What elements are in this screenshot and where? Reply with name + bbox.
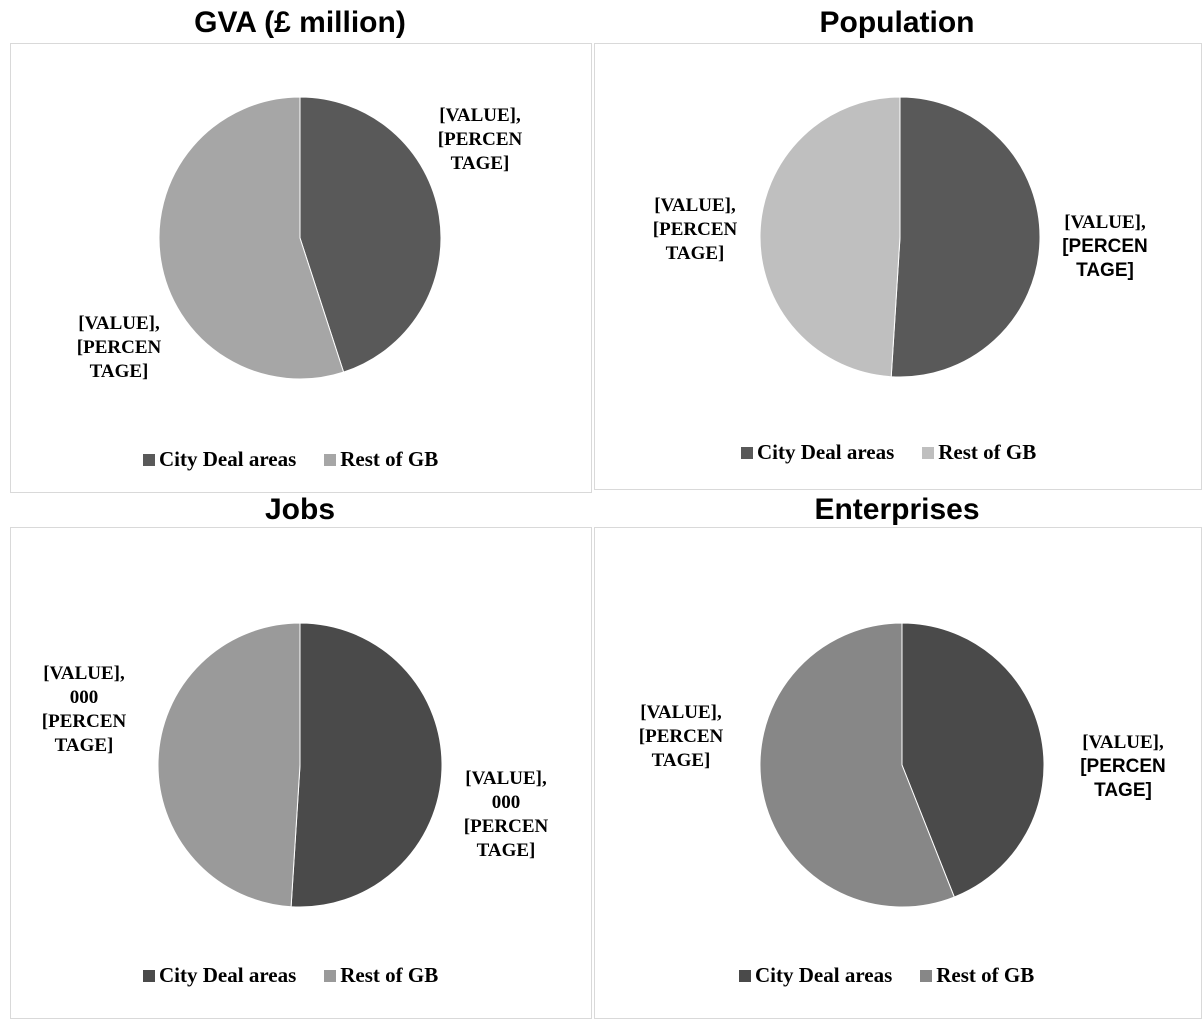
legend-label-city-deal: City Deal areas xyxy=(159,963,297,987)
legend-population: City Deal areas Rest of GB xyxy=(741,440,1036,465)
legend-item-rest-gb: Rest of GB xyxy=(920,963,1034,988)
legend-label-rest-gb: Rest of GB xyxy=(340,963,439,987)
label-line: [VALUE], xyxy=(439,105,521,126)
legend-swatch-rest-gb xyxy=(920,969,933,982)
label-line: [VALUE], xyxy=(78,313,160,334)
legend-gva: City Deal areas Rest of GB xyxy=(143,447,438,472)
label-line: [VALUE], xyxy=(1082,732,1164,753)
label-line: TAGE] xyxy=(54,735,114,756)
label-line: TAGE] xyxy=(450,153,510,174)
legend-swatch-city-deal xyxy=(739,969,751,982)
data-label-city-deal-population: [VALUE], [PERCEN TAGE] xyxy=(1050,211,1160,283)
label-line: [VALUE], xyxy=(465,768,547,789)
label-line: [VALUE], xyxy=(654,195,736,216)
legend-item-city-deal: City Deal areas xyxy=(143,963,296,988)
label-line: [VALUE], xyxy=(1064,212,1146,233)
label-line: [PERCEN xyxy=(437,129,523,150)
legend-label-rest-gb: Rest of GB xyxy=(936,963,1035,987)
pie-slice-rest-of-gb xyxy=(157,622,301,908)
legend-label-rest-gb: Rest of GB xyxy=(938,440,1037,464)
legend-jobs: City Deal areas Rest of GB xyxy=(143,963,438,988)
chart-title-gva: GVA (£ million) xyxy=(194,6,406,39)
pie-slice-city-deal-areas xyxy=(890,96,1041,378)
label-line: [VALUE], xyxy=(43,663,125,684)
label-line: [VALUE], xyxy=(640,702,722,723)
data-label-city-deal-enterprises: [VALUE], [PERCEN TAGE] xyxy=(1068,731,1178,803)
label-line: TAGE] xyxy=(651,750,711,771)
legend-swatch-rest-gb xyxy=(324,453,337,466)
chart-title-jobs: Jobs xyxy=(264,493,336,526)
legend-swatch-city-deal xyxy=(741,446,753,459)
legend-swatch-rest-gb xyxy=(922,446,935,459)
pie-slice-city-deal-areas xyxy=(901,622,1045,898)
legend-label-city-deal: City Deal areas xyxy=(757,440,895,464)
label-line: [PERCEN xyxy=(1080,756,1166,777)
legend-label-rest-gb: Rest of GB xyxy=(340,447,439,471)
legend-enterprises: City Deal areas Rest of GB xyxy=(739,963,1034,988)
legend-item-rest-gb: Rest of GB xyxy=(324,447,438,472)
legend-item-city-deal: City Deal areas xyxy=(741,440,894,465)
label-line: [PERCEN xyxy=(76,337,162,358)
label-line: TAGE] xyxy=(476,840,536,861)
label-line: TAGE] xyxy=(1094,780,1152,801)
legend-swatch-city-deal xyxy=(143,969,155,982)
label-line: TAGE] xyxy=(665,243,725,264)
legend-item-city-deal: City Deal areas xyxy=(143,447,296,472)
pie-slice-city-deal-areas xyxy=(290,622,443,908)
pie-slice-city-deal-areas xyxy=(299,96,442,373)
legend-label-city-deal: City Deal areas xyxy=(159,447,297,471)
legend-item-rest-gb: Rest of GB xyxy=(922,440,1036,465)
data-label-city-deal-gva: [VALUE], [PERCEN TAGE] xyxy=(425,104,535,176)
data-label-rest-gb-jobs: [VALUE], 000 [PERCEN TAGE] xyxy=(29,662,139,758)
legend-swatch-rest-gb xyxy=(324,969,337,982)
chart-title-population: Population xyxy=(819,6,975,39)
data-label-rest-gb-population: [VALUE], [PERCEN TAGE] xyxy=(640,194,750,266)
legend-item-rest-gb: Rest of GB xyxy=(324,963,438,988)
chart-title-enterprises: Enterprises xyxy=(814,493,980,526)
label-line: 000 xyxy=(69,687,99,708)
data-label-rest-gb-gva: [VALUE], [PERCEN TAGE] xyxy=(64,312,174,384)
label-line: [PERCEN xyxy=(1062,236,1148,257)
label-line: [PERCEN xyxy=(463,816,549,837)
label-line: TAGE] xyxy=(89,361,149,382)
legend-swatch-city-deal xyxy=(143,453,155,466)
label-line: [PERCEN xyxy=(652,219,738,240)
label-line: [PERCEN xyxy=(41,711,127,732)
label-line: TAGE] xyxy=(1076,260,1134,281)
pie-slice-rest-of-gb xyxy=(158,96,345,380)
data-label-city-deal-jobs: [VALUE], 000 [PERCEN TAGE] xyxy=(451,767,561,863)
label-line: [PERCEN xyxy=(638,726,724,747)
legend-item-city-deal: City Deal areas xyxy=(739,963,892,988)
legend-label-city-deal: City Deal areas xyxy=(755,963,893,987)
pie-slice-rest-of-gb xyxy=(759,622,955,908)
data-label-rest-gb-enterprises: [VALUE], [PERCEN TAGE] xyxy=(626,701,736,773)
label-line: 000 xyxy=(491,792,521,813)
pie-slice-rest-of-gb xyxy=(759,96,901,378)
